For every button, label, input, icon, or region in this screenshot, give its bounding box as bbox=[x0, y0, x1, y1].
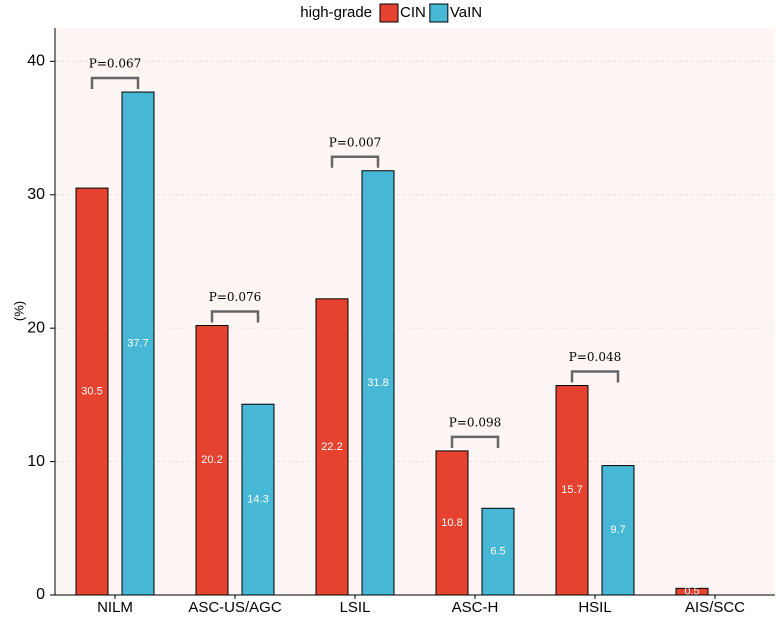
significance-bracket bbox=[90, 76, 140, 90]
significance-bracket bbox=[210, 310, 260, 323]
value-label: 20.2 bbox=[201, 454, 222, 466]
bar bbox=[675, 587, 709, 596]
y-tick-label: 40 bbox=[27, 53, 45, 70]
legend-title: high-grade bbox=[300, 4, 372, 21]
value-label: 31.8 bbox=[367, 377, 388, 389]
bar bbox=[481, 507, 515, 596]
p-value: P=0.007 bbox=[329, 135, 381, 149]
y-tick-label: 0 bbox=[36, 586, 45, 603]
value-label: 37.7 bbox=[127, 337, 148, 349]
legend-swatch bbox=[429, 3, 449, 23]
y-axis-label: (%) bbox=[11, 301, 26, 321]
x-tick-label: NILM bbox=[97, 599, 133, 615]
value-label: 22.2 bbox=[321, 441, 342, 453]
x-tick-label: ASC-US/AGC bbox=[188, 599, 282, 615]
value-label: 6.5 bbox=[490, 546, 505, 558]
value-label: 14.3 bbox=[247, 494, 268, 506]
significance-bracket bbox=[570, 370, 620, 383]
bar bbox=[75, 187, 109, 596]
p-value: P=0.076 bbox=[209, 290, 261, 304]
x-tick-label: LSIL bbox=[340, 599, 371, 615]
bar bbox=[241, 403, 275, 596]
bar bbox=[601, 465, 635, 596]
legend-label: VaIN bbox=[450, 4, 482, 21]
value-label: 0.5 bbox=[684, 586, 699, 598]
bar bbox=[435, 450, 469, 596]
bar bbox=[315, 298, 349, 596]
plot-background bbox=[55, 28, 775, 595]
x-tick-label: ASC-H bbox=[452, 599, 499, 615]
bar bbox=[121, 91, 155, 596]
y-tick-label: 20 bbox=[27, 319, 45, 336]
legend: high-grade bbox=[300, 4, 372, 21]
y-tick-label: 30 bbox=[27, 186, 45, 203]
value-label: 30.5 bbox=[81, 385, 102, 397]
bar bbox=[361, 170, 395, 596]
significance-bracket bbox=[450, 435, 500, 448]
y-tick-label: 10 bbox=[27, 453, 45, 470]
legend-swatch bbox=[379, 3, 399, 23]
legend-label: CIN bbox=[400, 4, 426, 21]
significance-bracket bbox=[330, 155, 380, 168]
p-value: P=0.098 bbox=[449, 415, 501, 429]
p-value: P=0.067 bbox=[89, 57, 141, 71]
value-label: 9.7 bbox=[610, 524, 625, 536]
x-tick-label: HSIL bbox=[578, 599, 611, 615]
p-value: P=0.048 bbox=[569, 350, 621, 364]
x-tick-label: AIS/SCC bbox=[685, 599, 745, 615]
value-label: 10.8 bbox=[441, 517, 462, 529]
value-label: 15.7 bbox=[561, 484, 582, 496]
bar bbox=[195, 325, 229, 596]
bar bbox=[555, 385, 589, 596]
